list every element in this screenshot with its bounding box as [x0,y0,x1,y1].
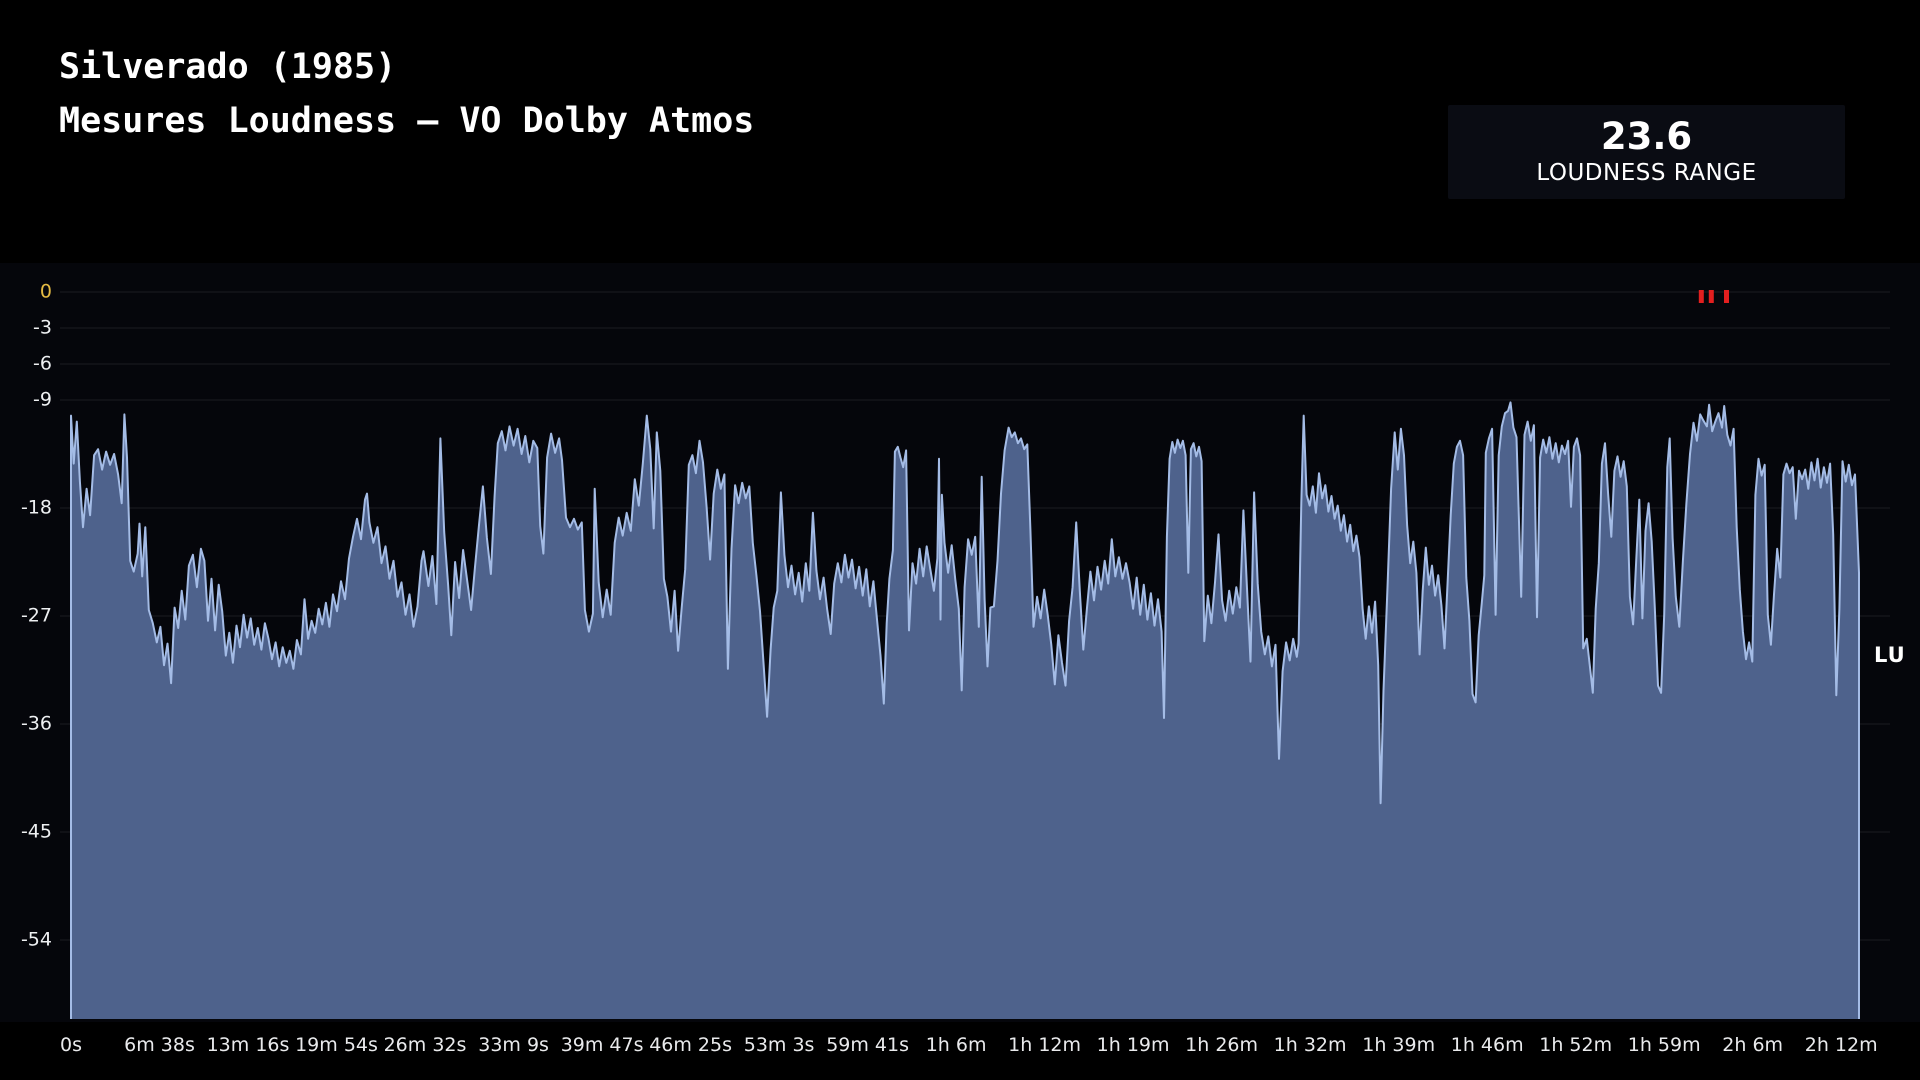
y-tick-label--18: -18 [20,496,52,519]
title-line2: Mesures Loudness – VO Dolby Atmos [59,101,755,141]
title-line1: Silverado (1985) [59,47,397,87]
y-tick-label--45: -45 [20,820,52,843]
x-tick-label-20: 2h 12m [1804,1034,1878,1056]
chart-title: Silverado (1985) Mesures Loudness – VO Do… [59,40,754,148]
y-tick-label--54: -54 [20,928,52,951]
y-tick-label-0: 0 [39,280,52,303]
x-tick-label-6: 39m 47s [560,1034,644,1056]
y-axis-unit-label: LU [1874,643,1906,667]
x-tick-label-0: 0s [60,1034,82,1056]
x-tick-label-12: 1h 19m [1096,1034,1170,1056]
x-tick-label-4: 26m 32s [383,1034,467,1056]
x-tick-label-8: 53m 3s [743,1034,815,1056]
loudness-range-value: 23.6 [1600,115,1693,158]
x-tick-label-15: 1h 39m [1362,1034,1436,1056]
y-tick-label--27: -27 [20,604,52,627]
x-tick-label-7: 46m 25s [649,1034,732,1056]
x-tick-label-1: 6m 38s [124,1034,195,1056]
loudness-trace [70,401,1860,1019]
x-tick-label-2: 13m 16s [206,1034,290,1056]
x-tick-label-18: 1h 59m [1627,1034,1701,1056]
overload-marker-2 [1724,290,1729,303]
y-tick-label--36: -36 [20,712,52,735]
x-tick-label-3: 19m 54s [295,1034,378,1056]
overload-markers [1698,290,1729,303]
y-tick-label--6: -6 [33,352,52,375]
loudness-range-label: LOUDNESS RANGE [1536,160,1757,186]
overload-marker-0 [1698,290,1704,303]
x-tick-label-10: 1h 6m [925,1034,987,1056]
x-tick-label-16: 1h 46m [1450,1034,1524,1056]
x-tick-label-5: 33m 9s [478,1034,549,1056]
x-tick-label-14: 1h 32m [1273,1034,1347,1056]
x-tick-label-11: 1h 12m [1008,1034,1082,1056]
x-tick-label-19: 2h 6m [1722,1034,1784,1056]
x-tick-label-17: 1h 52m [1539,1034,1613,1056]
y-tick-label--3: -3 [33,316,52,339]
loudness-area [71,402,1859,1019]
x-tick-label-9: 59m 41s [826,1034,909,1056]
y-tick-label--9: -9 [33,388,52,411]
loudness-range-badge: 23.6 LOUDNESS RANGE [1448,105,1845,199]
overload-marker-1 [1708,290,1714,303]
x-tick-label-13: 1h 26m [1185,1034,1259,1056]
